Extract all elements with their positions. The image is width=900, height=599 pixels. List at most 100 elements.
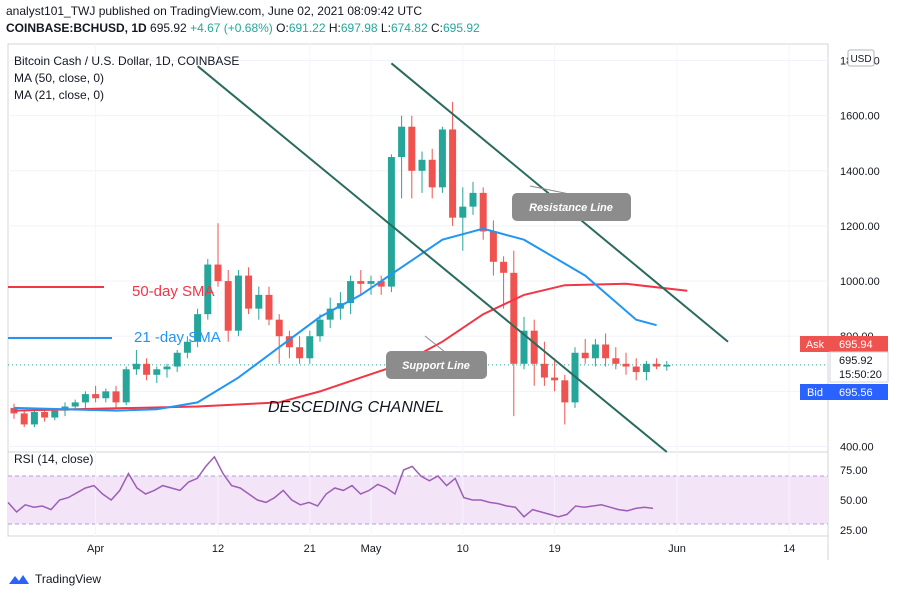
- candle-body: [326, 308, 334, 320]
- candle-body: [245, 275, 253, 309]
- candle-body: [622, 363, 630, 367]
- candle-body: [398, 126, 406, 158]
- moving-averages: [13, 227, 688, 412]
- ma50-legend: MA (50, close, 0): [14, 71, 104, 85]
- symbol-ohlc-line: COINBASE:BCHUSD, 1D 695.92 +4.67 (+0.68%…: [6, 21, 480, 35]
- candle-body: [459, 206, 467, 218]
- candle-body: [102, 391, 110, 399]
- sma21-annotation: 21 -day SMA: [134, 329, 221, 346]
- rsi-legend: RSI (14, close): [14, 452, 93, 466]
- price-axis: 400.00600.00800.001000.001200.001400.001…: [840, 56, 880, 537]
- candle-body: [153, 369, 161, 375]
- candle-body: [602, 344, 610, 359]
- support-label: Support Line: [402, 360, 470, 372]
- candle-body: [204, 264, 212, 315]
- ask-price-tag: [830, 336, 888, 352]
- resistance-label: Resistance Line: [529, 202, 613, 214]
- candle-body: [591, 344, 599, 359]
- candle-body: [275, 319, 283, 337]
- publish-info: analyst101_TWJ published on TradingView.…: [6, 4, 423, 18]
- high-label: H:: [328, 21, 341, 35]
- close-value: 695.92: [442, 21, 480, 35]
- candle-body: [122, 369, 130, 403]
- candle-body: [418, 159, 426, 171]
- tradingview-brand: TradingView: [35, 572, 102, 586]
- time-tick-label: 21: [304, 543, 316, 555]
- candle-body: [20, 413, 28, 425]
- channel-annotation: DESCEDING CHANNEL: [268, 399, 444, 416]
- tradingview-logo-icon: [9, 575, 29, 584]
- candle-body: [367, 281, 375, 284]
- bid-price-tag: [830, 384, 888, 400]
- candle-body: [642, 363, 650, 373]
- low-label: L:: [380, 21, 391, 35]
- candle-body: [612, 358, 620, 364]
- candle-body: [92, 394, 100, 399]
- time-tick-label: Apr: [87, 543, 104, 555]
- time-axis: Apr 12 21 May 10 19 Jun 14: [87, 543, 795, 555]
- grid: [8, 44, 828, 536]
- candle-body: [663, 364, 671, 367]
- high-value: 697.98: [340, 21, 378, 35]
- candle-body: [428, 159, 436, 188]
- open-label: O:: [276, 21, 289, 35]
- sma50-annotation: 50-day SMA: [132, 283, 215, 300]
- price-tick-label: 1000.00: [840, 276, 880, 288]
- time-tick-label: Jun: [668, 543, 686, 555]
- last-price-tag: [829, 351, 889, 383]
- price-change: +4.67 (+0.68%): [190, 21, 273, 35]
- resistance-callout: [512, 193, 631, 221]
- candle-body: [306, 336, 314, 359]
- support-callout: [386, 351, 487, 379]
- bid-price: 695.56: [839, 387, 873, 399]
- candle-body: [183, 341, 191, 353]
- candle-body: [653, 363, 661, 367]
- candle-body: [581, 352, 589, 359]
- candle-body: [449, 129, 457, 218]
- ask-label: Ask: [806, 339, 825, 351]
- candle-body: [510, 272, 518, 364]
- candle-body: [112, 391, 120, 403]
- candle-body: [296, 347, 304, 359]
- price-tick-label: 1600.00: [840, 111, 880, 123]
- time-tick-label: 14: [783, 543, 795, 555]
- candle-body: [551, 377, 559, 381]
- candle-body: [357, 281, 365, 284]
- candle-body: [71, 402, 79, 407]
- candle-body: [143, 363, 151, 375]
- symbol-name: COINBASE:BCHUSD, 1D: [6, 21, 147, 35]
- rsi-band: [8, 475, 828, 525]
- currency-badge[interactable]: [847, 49, 875, 67]
- rsi-tick-label: 50.00: [840, 495, 868, 507]
- bid-label: Bid: [807, 387, 823, 399]
- candle-body: [41, 412, 49, 418]
- candle-body: [387, 157, 395, 287]
- candle-body: [81, 394, 89, 403]
- candle-body: [316, 319, 324, 337]
- rsi-band-fill: [8, 476, 828, 524]
- last-price: 695.92: [150, 21, 187, 35]
- candle-body: [224, 281, 232, 331]
- support-callout-pointer: [424, 335, 446, 353]
- candle-body: [51, 410, 59, 418]
- tradingview-footer[interactable]: TradingView: [8, 572, 101, 586]
- rsi-tick-label: 75.00: [840, 465, 868, 477]
- price-tick-label: 1400.00: [840, 166, 880, 178]
- candles: [10, 101, 671, 428]
- time-tick-label: May: [361, 543, 382, 555]
- candle-body: [500, 261, 508, 273]
- candle-body: [30, 412, 38, 425]
- bid-tag: [800, 384, 830, 400]
- ask-price: 695.94: [839, 339, 873, 351]
- support-line: [196, 65, 668, 453]
- candle-body: [561, 380, 569, 403]
- rsi-tick-label: 25.00: [840, 525, 868, 537]
- candle-body: [214, 264, 222, 282]
- low-value: 674.82: [390, 21, 428, 35]
- ma21-line: [13, 227, 657, 412]
- rsi-indicator: [7, 455, 654, 518]
- candle-body: [194, 314, 202, 342]
- last-price-value: 695.92: [839, 355, 873, 367]
- candle-body: [408, 126, 416, 171]
